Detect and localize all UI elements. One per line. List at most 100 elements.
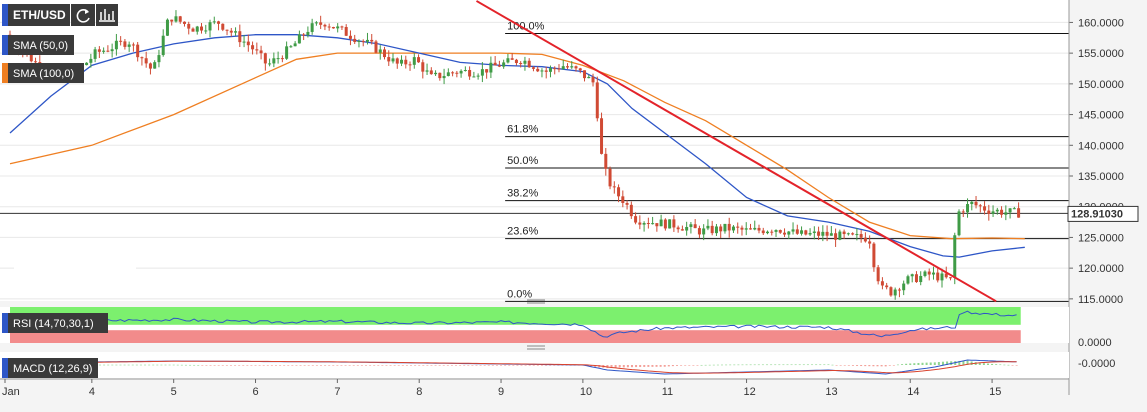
candle-body: [523, 60, 527, 64]
y-tick-label: 140.0000: [1078, 140, 1124, 152]
candle-body: [872, 243, 876, 268]
candle-body: [685, 226, 689, 231]
candle-body: [583, 70, 587, 79]
candle-body: [161, 35, 165, 56]
candle-body: [297, 34, 301, 44]
candle-body: [187, 23, 191, 29]
sma100-label: SMA (100,0): [13, 68, 74, 80]
macd-hist-bar: [254, 365, 257, 366]
candle-body: [259, 50, 263, 54]
candle-body: [846, 233, 850, 235]
macd-hist-bar: [270, 365, 273, 366]
macd-hist-bar: [757, 364, 760, 366]
macd-legend[interactable]: MACD (12,26,9): [2, 358, 98, 378]
x-tick-label: 7: [334, 386, 340, 398]
macd-hist-bar: [590, 365, 593, 367]
chart-type-button[interactable]: [96, 4, 118, 26]
macd-hist-bar: [115, 364, 118, 366]
macd-hist-bar: [111, 364, 114, 366]
macd-hist-bar: [135, 364, 138, 366]
candle-body: [1008, 208, 1012, 213]
macd-hist-bar: [332, 365, 335, 366]
macd-hist-bar: [119, 364, 122, 366]
macd-hist-bar: [663, 365, 666, 367]
macd-hist-bar: [745, 364, 748, 366]
x-tick-label: 9: [498, 386, 504, 398]
macd-hist-bar: [324, 365, 327, 366]
rsi-legend[interactable]: RSI (14,70,30,1): [2, 313, 108, 333]
macd-hist-bar: [774, 364, 777, 366]
candle-body: [970, 201, 974, 205]
macd-hist-bar: [184, 364, 187, 366]
macd-hist-bar: [164, 364, 167, 366]
candle-body: [825, 231, 829, 236]
macd-hist-bar: [311, 365, 314, 366]
candle-body: [710, 225, 714, 234]
candle-body: [195, 26, 199, 32]
macd-hist-bar: [667, 365, 670, 367]
sma100-line: [9, 52, 1025, 240]
macd-hist-bar: [811, 364, 814, 366]
macd-hist-bar: [495, 365, 498, 366]
candle-body: [178, 16, 182, 22]
candle-body: [949, 277, 953, 279]
candle-body: [795, 229, 799, 234]
symbol-box[interactable]: [8, 4, 70, 26]
candle-body: [357, 40, 361, 42]
downtrend-line[interactable]: [475, 0, 997, 303]
macd-hist-bar: [782, 364, 785, 366]
macd-axis-label: -0.0000: [1078, 358, 1115, 370]
sma50-legend[interactable]: SMA (50,0): [2, 35, 74, 55]
panel-resize-handle-2[interactable]: [527, 345, 545, 350]
macd-hist-bar: [659, 365, 662, 367]
candle-body: [983, 206, 987, 211]
panel-resize-handle[interactable]: [527, 299, 545, 304]
candle-body: [885, 285, 889, 288]
candle-body: [621, 196, 625, 203]
candle-body: [451, 72, 455, 74]
candle-body: [706, 225, 710, 229]
candle-body: [319, 22, 323, 25]
refresh-button[interactable]: [71, 4, 95, 26]
x-tick-label: 8: [416, 386, 422, 398]
candle-body: [693, 224, 697, 229]
candle-body: [421, 62, 425, 72]
macd-hist-bar: [512, 365, 515, 366]
candle-body: [923, 271, 927, 276]
fib-level-label: 23.6%: [507, 226, 538, 238]
candle-body: [748, 228, 752, 230]
x-tick-label: 4: [89, 386, 95, 398]
macd-hist-bar: [946, 361, 949, 365]
candle-body: [246, 41, 250, 46]
candle-body: [893, 289, 897, 296]
macd-hist-bar: [725, 364, 728, 366]
macd-hist-bar: [438, 365, 441, 366]
macd-hist-bar: [737, 364, 740, 366]
candle-body: [642, 223, 646, 225]
symbol-label: ETH/USD: [13, 8, 66, 22]
price-grid: [0, 21, 1069, 300]
sma100-legend[interactable]: SMA (100,0): [2, 63, 84, 83]
candle-body: [897, 289, 901, 291]
candle-body: [93, 49, 97, 59]
macd-hist-bar: [446, 365, 449, 366]
macd-hist-bar: [377, 365, 380, 366]
candle-body: [493, 62, 497, 66]
candle-body: [89, 58, 93, 63]
candle-body: [123, 41, 127, 47]
candle-body: [293, 43, 297, 47]
candle-body: [910, 274, 914, 277]
candle-body: [714, 226, 718, 234]
candle-body: [229, 30, 233, 33]
macd-hist-bar: [160, 364, 163, 366]
macd-hist-bar: [982, 363, 985, 365]
candle-body: [268, 63, 272, 65]
macd-hist-bar: [856, 365, 859, 366]
candle-body: [966, 204, 970, 213]
candle-body: [510, 58, 514, 60]
macd-hist-bar: [422, 365, 425, 366]
candle-body: [625, 202, 629, 205]
candle-body: [689, 224, 693, 227]
candle-body: [608, 168, 612, 187]
macd-hist-bar: [532, 365, 535, 366]
